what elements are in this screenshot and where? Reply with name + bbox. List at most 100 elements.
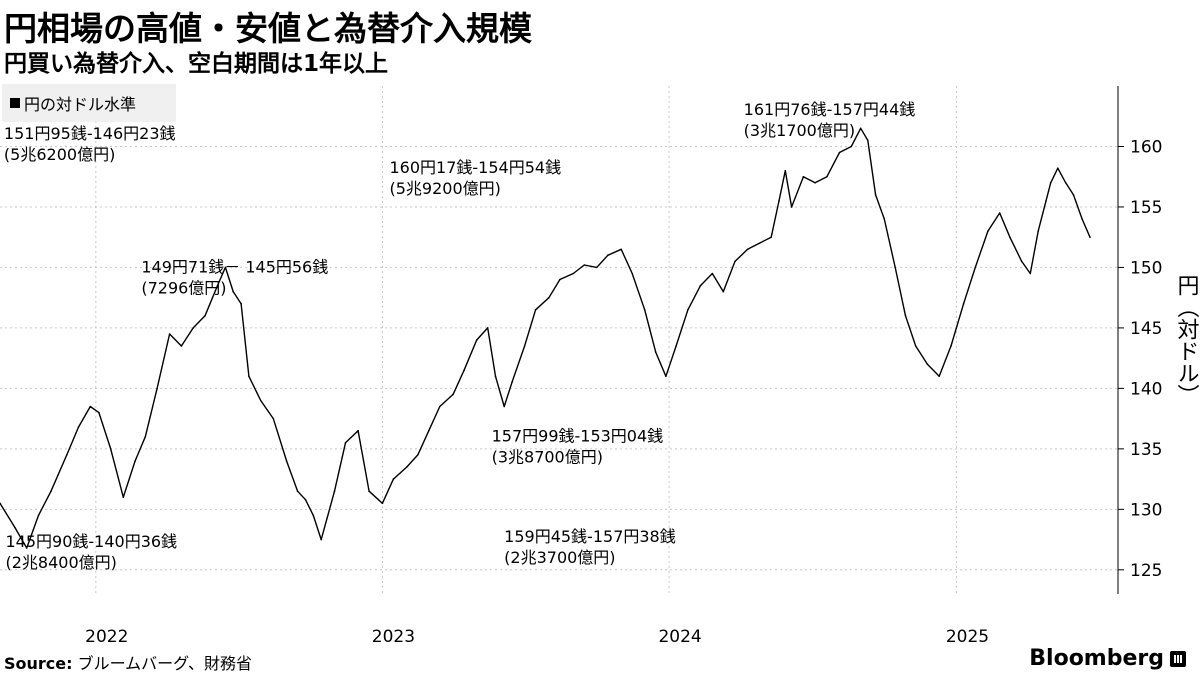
data-point [14, 526, 16, 529]
data-point [503, 405, 506, 408]
annotation: 149円71銭－ 145円56銭 (7296億円) [141, 257, 328, 297]
data-point [77, 426, 80, 428]
y-tick-label: 160 [1130, 137, 1162, 157]
data-point [778, 200, 780, 202]
data-point [607, 254, 609, 257]
data-point [675, 345, 677, 347]
data-point [180, 345, 183, 347]
annotation: 160円17銭-154円54銭 (5兆9200億円) [390, 158, 562, 198]
data-point [475, 339, 478, 341]
source-label: Source: [4, 654, 73, 673]
data-point [826, 175, 828, 178]
data-point [368, 490, 370, 493]
data-point [156, 387, 158, 390]
annotation-line: (2兆3700億円) [504, 548, 615, 567]
data-point [850, 145, 853, 148]
data-point [168, 333, 171, 335]
source-text: ブルームバーグ、財務省 [77, 654, 253, 673]
source-note: Source: ブルームバーグ、財務省 [4, 650, 252, 674]
annotation: 161円76銭-157円44銭 (3兆1700億円) [744, 100, 916, 140]
data-point [232, 290, 234, 293]
data-point [770, 236, 772, 238]
x-axis: 2022 2023 2024 2025 [85, 627, 989, 647]
data-point [224, 266, 227, 269]
data-point [643, 309, 646, 311]
data-point [333, 490, 336, 493]
data-point [596, 266, 598, 269]
data-point [272, 417, 275, 420]
data-point [914, 345, 917, 347]
legend-swatch [10, 98, 20, 108]
data-point [357, 429, 359, 432]
data-point [204, 315, 206, 317]
annotation-line: (5兆9200億円) [390, 179, 501, 198]
data-point [486, 327, 489, 329]
data-point [1072, 194, 1075, 196]
annotation-layer: 151円95銭-146円23銭 (5兆6200億円) 149円71銭－ 145円56… [4, 100, 915, 572]
data-point [523, 345, 526, 347]
data-point [285, 460, 288, 462]
data-point [974, 266, 977, 269]
data-point [1045, 200, 1047, 202]
y-tick-label: 140 [1130, 379, 1162, 399]
annotation-line: (2兆8400億円) [5, 553, 116, 572]
series-layer [0, 127, 1091, 549]
annotation-line: (7296億円) [141, 278, 226, 297]
data-point [583, 264, 586, 266]
x-tick-label: 2025 [946, 627, 989, 647]
data-point [1049, 182, 1052, 184]
grid-layer [0, 86, 1118, 594]
data-point [98, 411, 100, 414]
data-point [452, 393, 454, 396]
data-point [874, 194, 877, 196]
data-point [494, 375, 497, 378]
data-point [428, 429, 430, 432]
annotation: 159円45銭-157円38銭 (2兆3700億円) [504, 527, 676, 567]
data-point [192, 327, 194, 329]
data-point [699, 284, 702, 287]
data-point [758, 242, 761, 244]
chart-subtitle: 円買い為替介入、空白期間は1年以上 [4, 51, 389, 77]
data-point [109, 448, 112, 450]
data-point [134, 460, 136, 462]
data-point [66, 454, 68, 456]
data-point [344, 442, 347, 444]
data-point [463, 369, 465, 372]
data-point [687, 309, 689, 311]
bloomberg-icon [1170, 651, 1186, 667]
data-point [572, 272, 575, 275]
data-point [654, 351, 657, 353]
data-point [1029, 272, 1032, 275]
data-point [620, 248, 622, 251]
chart-title: 円相場の高値・安値と為替介入規模 [4, 9, 532, 48]
data-point [883, 218, 886, 220]
annotation: 157円99銭-153円04銭 (3兆8700億円) [492, 427, 664, 467]
data-point [987, 230, 989, 232]
data-point [406, 466, 408, 468]
annotation-line: 149円71銭－ 145円56銭 [141, 257, 328, 276]
brand-logo: Bloomberg [1029, 646, 1164, 671]
data-point [998, 212, 1001, 214]
y-tick-label: 155 [1130, 198, 1162, 218]
data-point [926, 363, 929, 366]
annotation-line: 145円90銭-140円36銭 [5, 532, 177, 551]
data-point [439, 405, 441, 408]
x-tick-label: 2024 [658, 627, 701, 647]
data-point [784, 169, 787, 172]
y-axis: 125 130 135 140 145 150 155 160 [1117, 86, 1162, 594]
data-point [904, 315, 907, 317]
data-point [259, 399, 262, 402]
data-point [631, 272, 633, 275]
data-point [511, 381, 513, 384]
y-tick-label: 125 [1130, 561, 1162, 581]
y-axis-label: 円（対ドル） [1174, 274, 1200, 406]
data-point [320, 538, 323, 541]
annotation-line: (3兆8700億円) [492, 448, 603, 467]
data-point [89, 405, 92, 408]
data-point [144, 436, 147, 438]
annotation-line: (3兆1700億円) [744, 121, 855, 140]
annotation-line: 160円17銭-154円54銭 [390, 158, 562, 177]
data-point [734, 260, 736, 263]
